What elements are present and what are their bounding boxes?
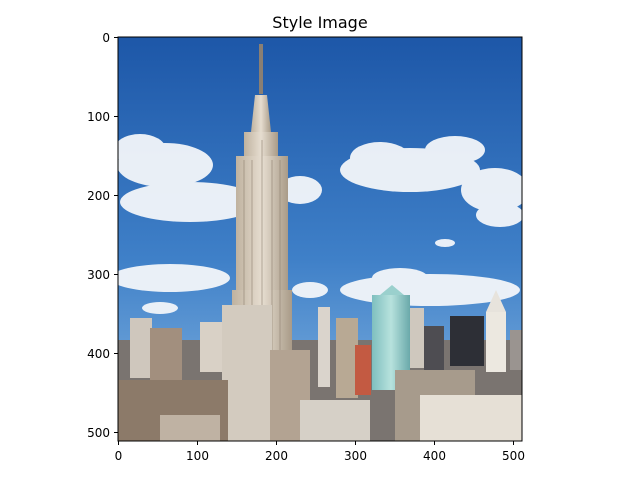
y-tick-label: 100 [87, 110, 110, 124]
y-tick: 100 [87, 110, 118, 124]
y-axis: 0 100 200 300 400 500 [87, 31, 118, 440]
y-tick: 200 [87, 189, 118, 203]
x-tick: 100 [186, 441, 209, 463]
y-tick-label: 0 [102, 31, 110, 45]
x-tick: 0 [115, 441, 123, 463]
y-tick-label: 300 [87, 268, 110, 282]
x-tick-label: 0 [115, 449, 123, 463]
x-tick-label: 500 [502, 449, 525, 463]
y-tick: 400 [87, 347, 118, 361]
y-tick: 0 [102, 31, 118, 45]
axes-frame [117, 36, 523, 442]
x-tick-label: 300 [344, 449, 367, 463]
x-tick: 500 [502, 441, 525, 463]
x-tick-label: 200 [265, 449, 288, 463]
y-tick-label: 400 [87, 347, 110, 361]
x-tick: 200 [265, 441, 288, 463]
y-tick-label: 200 [87, 189, 110, 203]
empire-state-building-photo [118, 37, 522, 441]
y-tick: 300 [87, 268, 118, 282]
y-tick-label: 500 [87, 426, 110, 440]
plot-title: Style Image [272, 13, 367, 32]
x-tick: 400 [423, 441, 446, 463]
x-tick-label: 400 [423, 449, 446, 463]
x-tick-label: 100 [186, 449, 209, 463]
y-tick: 500 [87, 426, 118, 440]
x-axis: 0 100 200 300 400 500 [115, 441, 525, 463]
x-tick: 300 [344, 441, 367, 463]
